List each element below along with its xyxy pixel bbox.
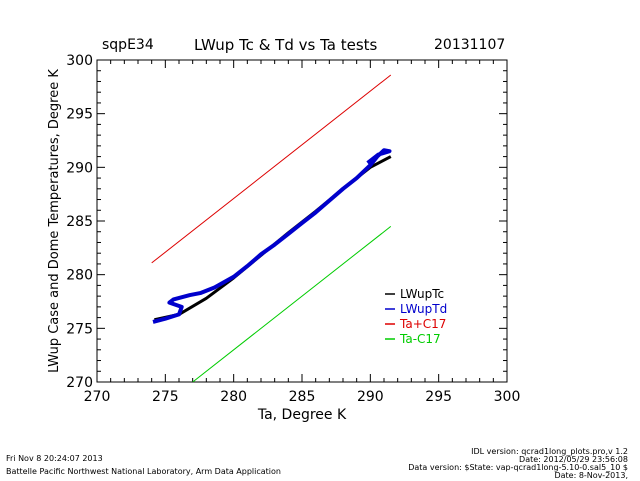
footer-idl-date: Date: 2012/05/29 23:56:08 [519, 455, 628, 464]
x-axis-label: Ta, Degree K [257, 407, 347, 423]
y-tick-label-285: 285 [66, 214, 93, 230]
y-tick-label-295: 295 [66, 107, 93, 123]
footer-data-date: Date: 8-Nov-2013, [554, 471, 628, 480]
y-tick-label-275: 275 [66, 321, 93, 337]
series-2-line [151, 74, 392, 264]
footer-institution: Battelle Pacific Northwest National Labo… [6, 467, 281, 476]
y-tick-label-280: 280 [66, 268, 93, 284]
y-tick-label-290: 290 [66, 160, 93, 176]
x-tick-label-280: 280 [220, 389, 247, 405]
y-tick-label-270: 270 [66, 375, 93, 391]
series-1-line [152, 148, 392, 324]
x-tick-label-290: 290 [357, 389, 384, 405]
site-label: sqpE34 [102, 37, 154, 53]
legend-label-3: Ta-C17 [399, 332, 441, 346]
y-tick-label-300: 300 [66, 53, 93, 69]
x-tick-label-300: 300 [494, 389, 521, 405]
y-axis-label: LWup Case and Dome Temperatures, Degree … [47, 69, 62, 373]
legend-label-0: LWupTc [400, 287, 444, 301]
x-tick-label-295: 295 [425, 389, 452, 405]
series-3-line [192, 226, 392, 382]
x-tick-label-275: 275 [152, 389, 179, 405]
date-label: 20131107 [434, 37, 506, 53]
chart-title: LWup Tc & Td vs Ta tests [194, 36, 378, 54]
x-tick-label-285: 285 [289, 389, 316, 405]
footer-timestamp: Fri Nov 8 20:24:07 2013 [6, 454, 103, 463]
x-tick-label-270: 270 [84, 389, 111, 405]
footer-data-version: Data version: $State: vap-qcrad1long-5.1… [408, 463, 628, 472]
legend-label-2: Ta+C17 [399, 317, 446, 331]
footer-idl-version: IDL version: qcrad1long_plots.pro,v 1.2 [471, 447, 628, 456]
legend-label-1: LWupTd [400, 302, 447, 316]
